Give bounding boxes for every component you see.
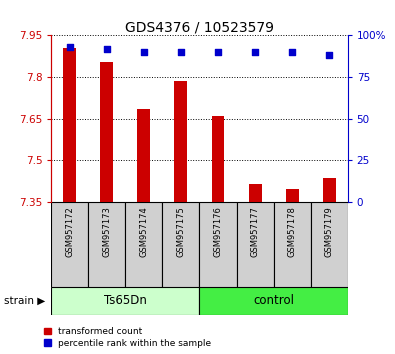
Text: GSM957179: GSM957179 (325, 206, 334, 257)
FancyBboxPatch shape (51, 287, 199, 315)
Point (178, 49, 184, 55)
Legend: transformed count, percentile rank within the sample: transformed count, percentile rank withi… (44, 327, 212, 348)
Bar (211, 116, 224, 202)
Text: GSM957172: GSM957172 (65, 206, 74, 257)
Text: control: control (253, 295, 294, 307)
FancyBboxPatch shape (237, 202, 274, 287)
Text: GSM957175: GSM957175 (177, 206, 186, 257)
Point (215, 49, 221, 55)
Point (289, 49, 295, 55)
Text: GSM957178: GSM957178 (288, 206, 297, 257)
Point (252, 49, 258, 55)
Bar (137, 109, 150, 202)
FancyBboxPatch shape (199, 287, 348, 315)
FancyBboxPatch shape (88, 202, 126, 287)
FancyBboxPatch shape (162, 202, 199, 287)
Bar (63, 48, 76, 202)
FancyBboxPatch shape (199, 202, 237, 287)
Point (141, 49, 147, 55)
Bar (286, 189, 299, 202)
FancyBboxPatch shape (51, 202, 88, 287)
Text: strain ▶: strain ▶ (4, 296, 45, 306)
Bar (323, 178, 336, 202)
Point (104, 46, 110, 52)
Text: GSM957176: GSM957176 (213, 206, 222, 257)
Text: GSM957174: GSM957174 (139, 206, 149, 257)
FancyBboxPatch shape (126, 202, 162, 287)
Bar (175, 81, 188, 202)
Text: GSM957177: GSM957177 (250, 206, 260, 257)
Title: GDS4376 / 10523579: GDS4376 / 10523579 (125, 20, 274, 34)
Point (67, 44, 73, 50)
FancyBboxPatch shape (310, 202, 348, 287)
Text: GSM957173: GSM957173 (102, 206, 111, 257)
Bar (100, 62, 113, 202)
FancyBboxPatch shape (274, 202, 310, 287)
Point (326, 52, 332, 58)
Text: Ts65Dn: Ts65Dn (104, 295, 147, 307)
Bar (248, 184, 261, 202)
